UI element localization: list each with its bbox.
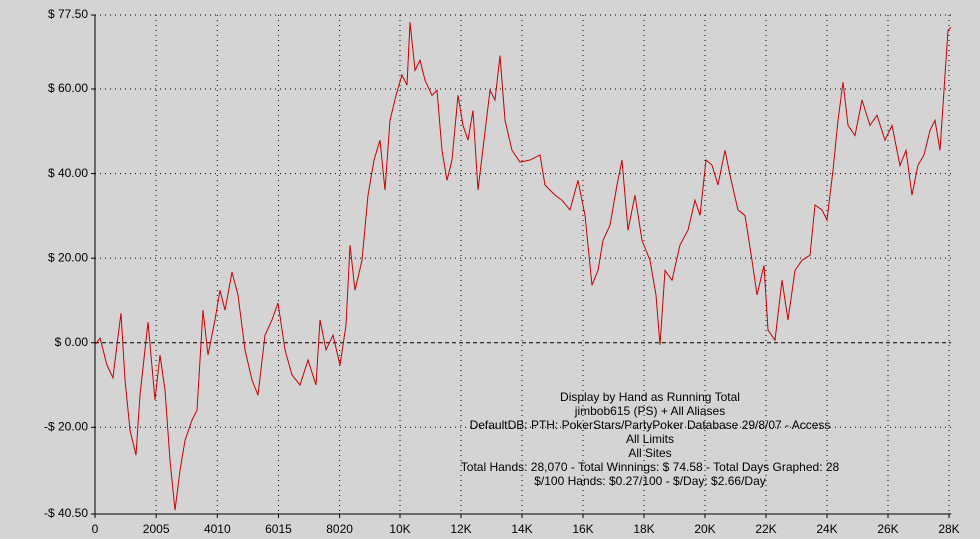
annotation: Total Hands: 28,070 - Total Winnings: $ … [461, 460, 840, 474]
x-tick-label: 4010 [204, 522, 231, 536]
annotation: DefaultDB: PTH: PokerStars/PartyPoker Da… [470, 418, 831, 432]
y-tick-label: $ 40.00 [48, 166, 88, 180]
x-tick-label: 0 [92, 522, 99, 536]
y-tick-label: -$ 40.50 [44, 506, 88, 520]
x-tick-label: 16K [572, 522, 593, 536]
x-tick-label: 2005 [143, 522, 170, 536]
y-tick-label: $ 20.00 [48, 250, 88, 264]
x-tick-label: 24K [816, 522, 837, 536]
x-tick-label: 10K [389, 522, 410, 536]
y-tick-label: $ 60.00 [48, 81, 88, 95]
y-tick-label: $ 77.50 [48, 7, 88, 21]
y-tick-label: $ 0.00 [55, 335, 89, 349]
y-tick-label: -$ 20.00 [44, 419, 88, 433]
x-tick-label: 12K [450, 522, 471, 536]
x-tick-label: 18K [633, 522, 654, 536]
x-tick-label: 28K [938, 522, 959, 536]
x-tick-label: 8020 [326, 522, 353, 536]
x-tick-label: 20K [694, 522, 715, 536]
x-tick-label: 14K [511, 522, 532, 536]
annotation: $/100 Hands: $0.27/100 - $/Day: $2.66/Da… [534, 474, 766, 488]
annotation: Display by Hand as Running Total [560, 390, 740, 404]
x-tick-label: 22K [755, 522, 776, 536]
x-tick-label: 6015 [265, 522, 292, 536]
annotation: All Limits [626, 432, 674, 446]
line-series [94, 22, 952, 511]
annotation: All Sites [628, 446, 671, 460]
annotation: jimbob615 (PS) + All Aliases [574, 404, 725, 418]
x-tick-label: 26K [877, 522, 898, 536]
